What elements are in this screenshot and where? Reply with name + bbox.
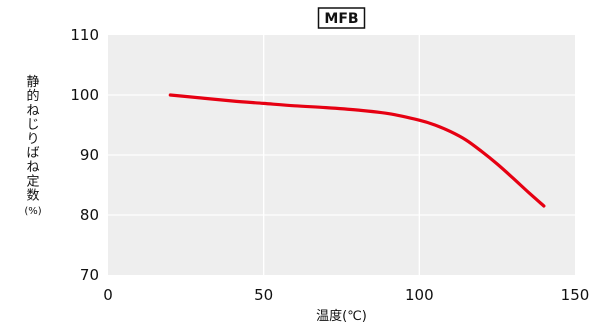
y-title-char: 定 <box>26 174 39 189</box>
y-tick-label: 110 <box>70 26 99 44</box>
x-tick-label: 0 <box>103 286 113 304</box>
x-axis-title: 温度(℃) <box>316 308 367 324</box>
y-tick-label: 90 <box>80 146 99 164</box>
x-tick-label: 150 <box>561 286 589 304</box>
chart-title: MFB <box>324 11 358 27</box>
y-tick-label: 70 <box>80 266 99 284</box>
y-title-char: ば <box>26 146 39 161</box>
y-title-char: 的 <box>26 88 39 104</box>
y-title-unit: (%) <box>24 206 41 217</box>
x-tick-label: 100 <box>405 286 434 304</box>
y-tick-label: 100 <box>70 86 99 104</box>
y-title-char: り <box>26 132 39 147</box>
y-tick-label: 80 <box>80 206 99 224</box>
y-title-char: 静 <box>26 75 39 90</box>
chart-title-group: MFB <box>319 8 365 28</box>
y-title-char: ね <box>26 103 39 118</box>
x-tick-label: 50 <box>254 286 273 304</box>
y-title-char: 数 <box>26 189 39 204</box>
y-title-char: ね <box>26 160 39 175</box>
y-title-char: じ <box>26 118 39 133</box>
